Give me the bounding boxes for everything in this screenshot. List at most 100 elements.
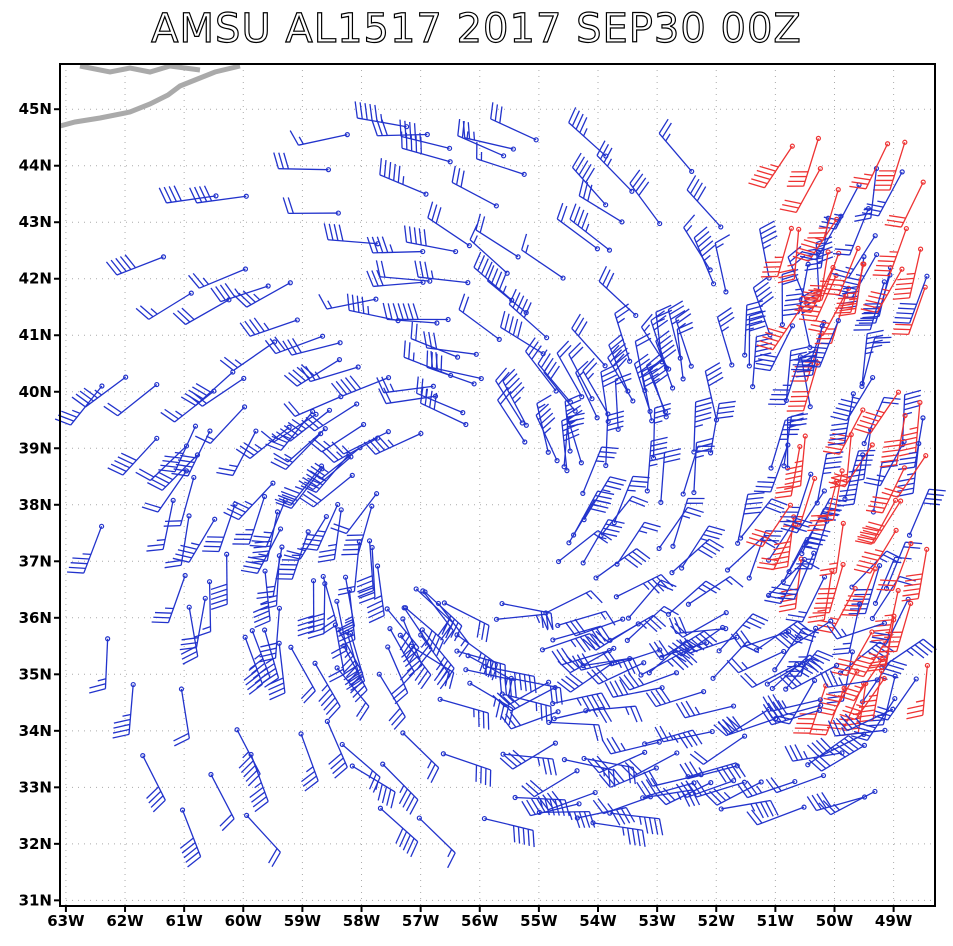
barb-feather [759,561,776,566]
barb-feather [195,435,211,444]
wind-barb [189,185,249,204]
barb-half-feather [473,131,476,141]
barb-feather [862,315,880,319]
barb-feather [523,302,532,318]
wind-barb [476,142,527,177]
barb-shaft [326,721,348,768]
barb-feather [164,455,182,459]
barb-shaft [185,299,230,326]
barb-station [435,600,442,607]
barb-feather [605,523,623,529]
barb-shaft [375,432,422,455]
barb-feather [660,687,671,703]
barb-feather [843,737,859,750]
wind-barb [440,751,492,787]
barb-station [781,648,787,655]
barb-station [341,643,347,649]
wind-barb [762,694,823,712]
barb-shaft [660,452,666,503]
barb-feather [603,772,616,786]
barb-feather [880,579,897,582]
barb-half-feather [326,614,335,621]
barb-feather [869,664,887,669]
barb-feather [163,186,173,203]
x-tick-label: 63W [47,912,85,930]
barb-feather [541,417,556,430]
barb-shaft [582,370,609,415]
barb-shaft [195,598,206,648]
barb-half-feather [906,272,916,275]
barb-feather [708,538,724,549]
barb-feather [693,226,708,239]
barb-station [554,458,560,464]
barb-feather [574,618,586,633]
barb-feather [903,588,921,592]
barb-feather [608,519,625,524]
barb-station [872,600,879,606]
barb-feather [268,848,278,864]
barb-feather [784,199,802,205]
barb-half-feather [638,816,642,825]
barb-feather [607,410,625,417]
barb-feather [523,674,527,692]
barb-shaft [649,369,667,418]
barb-feather [409,799,419,815]
barb-feather [589,507,606,514]
barb-feather [609,681,619,697]
barb-station [522,439,528,445]
wind-barb [180,369,236,407]
barb-shaft [603,796,651,815]
barb-half-feather [877,200,886,204]
wind-barb [400,730,440,784]
barb-feather [565,675,580,687]
barb-feather [391,712,404,726]
barb-station [913,676,919,682]
barb-feather [254,620,271,629]
wind-barb [151,572,188,624]
barb-station [611,645,617,651]
barb-feather [827,720,836,737]
wind-barb [543,357,578,414]
barb-shaft [774,627,804,671]
barb-feather [632,551,647,563]
wind-barb [724,535,780,573]
barb-feather [141,506,159,513]
barb-feather [889,214,906,219]
barb-feather [808,614,826,619]
barb-station [546,679,552,685]
barb-feather [866,203,884,208]
wind-barb [179,595,208,651]
barb-feather [303,690,316,704]
barb-feather [412,303,419,320]
barb-feather [192,386,208,396]
barb-station [298,731,304,737]
barb-shaft [908,286,926,335]
barb-feather [740,675,753,688]
barb-half-feather [778,325,788,330]
barb-feather [904,389,922,396]
barb-feather [498,274,507,291]
barb-station [906,532,913,538]
wind-barb [555,530,613,565]
barb-feather [784,480,802,485]
barb-feather [491,664,499,681]
barb-half-feather [606,158,613,167]
barb-station [242,634,248,640]
barb-feather [645,692,657,707]
barb-shaft [484,817,534,831]
barb-shaft [675,627,726,635]
barb-feather [54,418,71,426]
barb-feather [211,603,228,611]
barb-feather [399,667,413,681]
barb-feather [856,726,874,733]
barb-station [253,428,259,434]
barb-feather [833,647,851,651]
barb-half-feather [174,451,184,455]
barb-half-feather [202,277,210,285]
barb-feather [508,752,522,765]
barb-feather [705,580,721,591]
barb-feather [280,490,298,499]
barb-feather [882,672,899,679]
wind-barb [283,513,329,560]
barb-station [801,804,807,810]
